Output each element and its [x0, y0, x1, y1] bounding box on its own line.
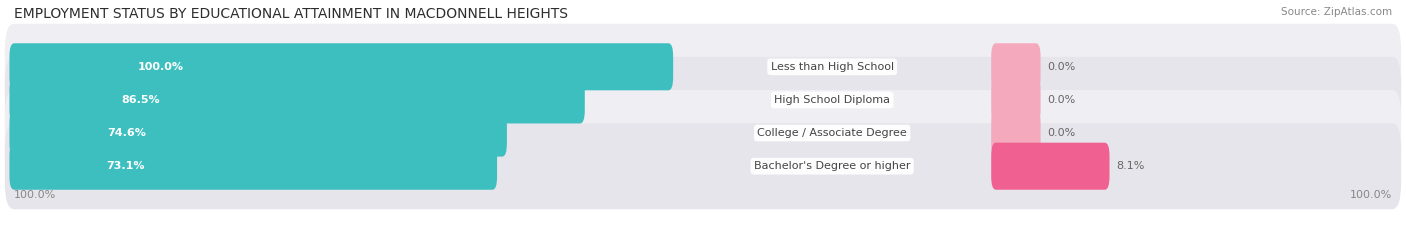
Text: High School Diploma: High School Diploma	[775, 95, 890, 105]
Text: 100.0%: 100.0%	[138, 62, 184, 72]
Text: 8.1%: 8.1%	[1116, 161, 1144, 171]
FancyBboxPatch shape	[4, 24, 1402, 110]
Text: Bachelor's Degree or higher: Bachelor's Degree or higher	[754, 161, 911, 171]
Text: 73.1%: 73.1%	[105, 161, 145, 171]
Text: 0.0%: 0.0%	[1047, 62, 1076, 72]
FancyBboxPatch shape	[991, 76, 1040, 123]
Text: 100.0%: 100.0%	[14, 190, 56, 200]
Text: 100.0%: 100.0%	[1350, 190, 1392, 200]
FancyBboxPatch shape	[10, 76, 585, 123]
FancyBboxPatch shape	[991, 43, 1040, 90]
FancyBboxPatch shape	[4, 123, 1402, 209]
Text: College / Associate Degree: College / Associate Degree	[758, 128, 907, 138]
Text: 0.0%: 0.0%	[1047, 128, 1076, 138]
Text: 0.0%: 0.0%	[1047, 95, 1076, 105]
FancyBboxPatch shape	[4, 90, 1402, 176]
FancyBboxPatch shape	[10, 43, 673, 90]
FancyBboxPatch shape	[10, 110, 508, 157]
Text: 86.5%: 86.5%	[122, 95, 160, 105]
FancyBboxPatch shape	[991, 110, 1040, 157]
Text: Source: ZipAtlas.com: Source: ZipAtlas.com	[1281, 7, 1392, 17]
Text: EMPLOYMENT STATUS BY EDUCATIONAL ATTAINMENT IN MACDONNELL HEIGHTS: EMPLOYMENT STATUS BY EDUCATIONAL ATTAINM…	[14, 7, 568, 21]
Text: Less than High School: Less than High School	[770, 62, 894, 72]
FancyBboxPatch shape	[10, 143, 498, 190]
Text: 74.6%: 74.6%	[108, 128, 146, 138]
FancyBboxPatch shape	[991, 143, 1109, 190]
FancyBboxPatch shape	[4, 57, 1402, 143]
